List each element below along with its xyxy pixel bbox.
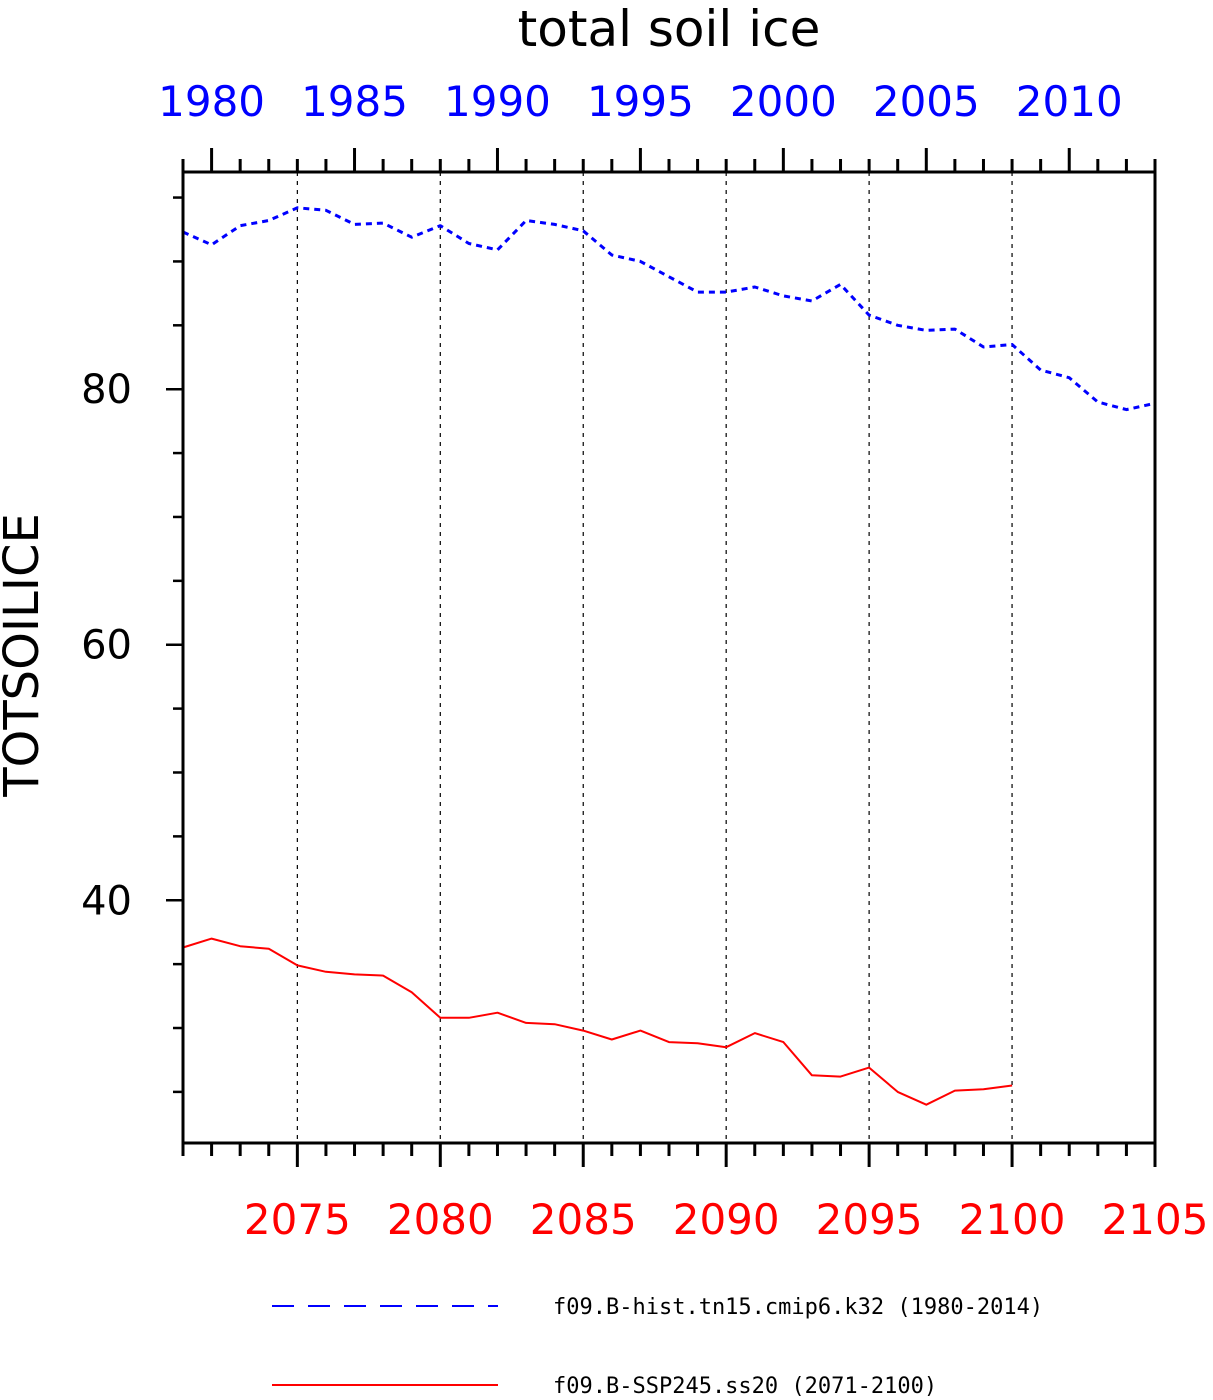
bottom-tick-label: 2095	[816, 1195, 923, 1244]
top-tick-label: 2000	[730, 77, 837, 126]
grid-lines	[296, 172, 1013, 1143]
legend-label: f09.B-SSP245.ss20 (2071-2100)	[553, 1374, 937, 1399]
top-tick-label: 1980	[158, 77, 265, 126]
hist-series-line	[182, 206, 1156, 412]
bottom-tick-label: 2085	[530, 1195, 637, 1244]
y-axis-label: TOTSOILICE	[0, 513, 50, 798]
top-tick-label: 2005	[873, 77, 980, 126]
bottom-tick-label: 2100	[959, 1195, 1066, 1244]
bottom-tick-label: 2105	[1102, 1195, 1209, 1244]
series-lines	[182, 206, 1156, 1106]
ssp245-series-line	[182, 937, 1013, 1106]
y-tick-label: 80	[81, 367, 132, 413]
plot-frame	[181, 170, 1157, 1145]
y-tick-label: 40	[81, 878, 132, 924]
bottom-tick-label: 2075	[244, 1195, 351, 1244]
top-tick-label: 1985	[301, 77, 408, 126]
axes: 1980 1985 1990 1995 2000 2005 2010 2075 2080 2085…	[81, 77, 1208, 1244]
top-tick-label: 2010	[1016, 77, 1123, 126]
legend-label: f09.B-hist.tn15.cmip6.k32 (1980-2014)	[553, 1295, 1043, 1320]
top-tick-label: 1990	[444, 77, 551, 126]
bottom-tick-label: 2090	[673, 1195, 780, 1244]
legend: f09.B-hist.tn15.cmip6.k32 (1980-2014) f09…	[272, 1295, 1043, 1399]
y-tick-label: 60	[81, 623, 132, 669]
bottom-tick-label: 2080	[387, 1195, 494, 1244]
top-tick-label: 1995	[587, 77, 694, 126]
chart-title: total soil ice	[518, 0, 821, 58]
